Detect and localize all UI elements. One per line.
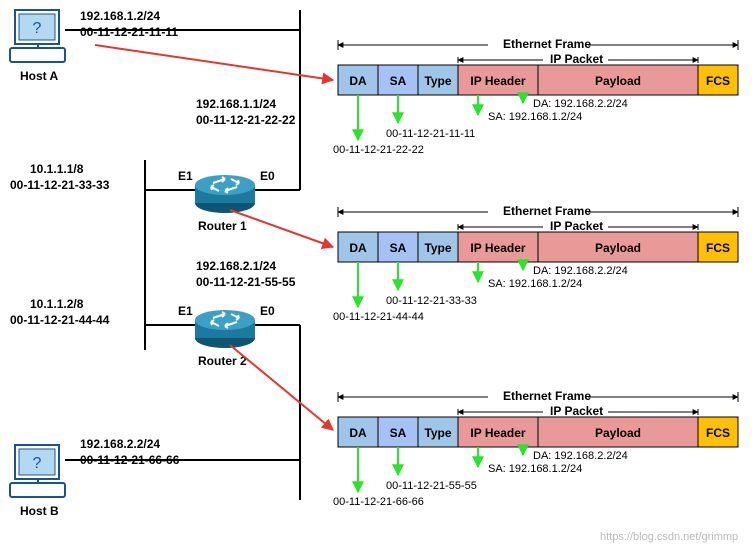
- r1-e1-port: E1: [178, 169, 193, 183]
- arrow-hop3: [230, 345, 333, 430]
- svg-text:00-11-12-21-11-11: 00-11-12-21-11-11: [386, 128, 475, 140]
- svg-text:SA: 192.168.1.2/24: SA: 192.168.1.2/24: [488, 463, 582, 475]
- svg-text:IP Header: IP Header: [470, 426, 525, 440]
- host-b-icon: ?: [10, 445, 65, 497]
- host-b-label: Host B: [20, 504, 59, 518]
- r2-e0-ip: 192.168.2.1/24: [196, 259, 276, 273]
- r2-e1-ip: 10.1.1.2/8: [30, 297, 84, 311]
- router-2-icon: [195, 310, 255, 348]
- svg-text:Ethernet Frame: Ethernet Frame: [503, 204, 591, 218]
- svg-text:DA: DA: [349, 74, 367, 88]
- svg-text:IP Header: IP Header: [470, 241, 525, 255]
- svg-text:SA: SA: [390, 74, 407, 88]
- watermark: https://blog.csdn.net/grimmp: [600, 531, 738, 543]
- svg-text:00-11-12-21-44-44: 00-11-12-21-44-44: [333, 311, 424, 323]
- svg-text:Ethernet Frame: Ethernet Frame: [503, 389, 591, 403]
- host-b-ip: 192.168.2.2/24: [80, 437, 160, 451]
- r1-e1-mac: 00-11-12-21-33-33: [10, 178, 110, 192]
- svg-text:SA: SA: [390, 241, 407, 255]
- host-a-mac: 00-11-12-21-11-11: [80, 25, 178, 39]
- svg-text:DA: 192.168.2.2/24: DA: 192.168.2.2/24: [533, 265, 628, 277]
- svg-text:SA: SA: [390, 426, 407, 440]
- svg-text:DA: DA: [349, 241, 367, 255]
- svg-text:FCS: FCS: [706, 241, 730, 255]
- r1-e1-ip: 10.1.1.1/8: [30, 162, 84, 176]
- svg-text:IP Packet: IP Packet: [550, 219, 603, 233]
- r1-e0-ip: 192.168.1.1/24: [196, 97, 276, 111]
- r1-e0-port: E0: [260, 169, 275, 183]
- svg-text:Payload: Payload: [595, 426, 641, 440]
- svg-text:Payload: Payload: [595, 241, 641, 255]
- r2-e1-port: E1: [178, 304, 193, 318]
- svg-text:00-11-12-21-55-55: 00-11-12-21-55-55: [386, 480, 477, 492]
- svg-text:SA: 192.168.1.2/24: SA: 192.168.1.2/24: [488, 111, 582, 123]
- svg-text:IP Packet: IP Packet: [550, 404, 603, 418]
- svg-text:00-11-12-21-22-22: 00-11-12-21-22-22: [333, 144, 424, 156]
- svg-text:DA: 192.168.2.2/24: DA: 192.168.2.2/24: [533, 450, 628, 462]
- r1-e0-mac: 00-11-12-21-22-22: [196, 113, 296, 127]
- svg-text:Type: Type: [424, 241, 451, 255]
- svg-text:00-11-12-21-33-33: 00-11-12-21-33-33: [386, 295, 477, 307]
- router-1-label: Router 1: [198, 219, 247, 233]
- svg-text:Type: Type: [424, 74, 451, 88]
- router-1-icon: [195, 175, 255, 213]
- frame-hop2: Ethernet FrameIP Packet DA SA Type IP Header…: [333, 204, 738, 323]
- svg-text:?: ?: [33, 20, 42, 37]
- r2-e0-port: E0: [260, 304, 275, 318]
- arrow-hop1: [95, 45, 333, 80]
- svg-text:?: ?: [33, 455, 42, 472]
- svg-text:DA: DA: [349, 426, 367, 440]
- r2-e1-mac: 00-11-12-21-44-44: [10, 313, 110, 327]
- r2-e0-mac: 00-11-12-21-55-55: [196, 275, 296, 289]
- svg-text:Ethernet Frame: Ethernet Frame: [503, 37, 591, 51]
- frame-hop3: Ethernet FrameIP Packet DA SA Type IP Header…: [333, 389, 738, 508]
- host-a-icon: ?: [10, 10, 65, 62]
- svg-text:IP Packet: IP Packet: [550, 52, 603, 66]
- frame-hop1: Ethernet FrameIP Packet DA SA Type IP Header…: [333, 37, 738, 156]
- svg-text:SA: 192.168.1.2/24: SA: 192.168.1.2/24: [488, 278, 582, 290]
- svg-text:FCS: FCS: [706, 426, 730, 440]
- svg-text:IP Header: IP Header: [470, 74, 525, 88]
- host-a-ip: 192.168.1.2/24: [80, 9, 160, 23]
- svg-text:DA: 192.168.2.2/24: DA: 192.168.2.2/24: [533, 98, 628, 110]
- host-a-label: Host A: [20, 69, 59, 83]
- router-2-label: Router 2: [198, 354, 247, 368]
- svg-text:00-11-12-21-66-66: 00-11-12-21-66-66: [333, 496, 424, 508]
- svg-text:Type: Type: [424, 426, 451, 440]
- svg-text:FCS: FCS: [706, 74, 730, 88]
- svg-text:Payload: Payload: [595, 74, 641, 88]
